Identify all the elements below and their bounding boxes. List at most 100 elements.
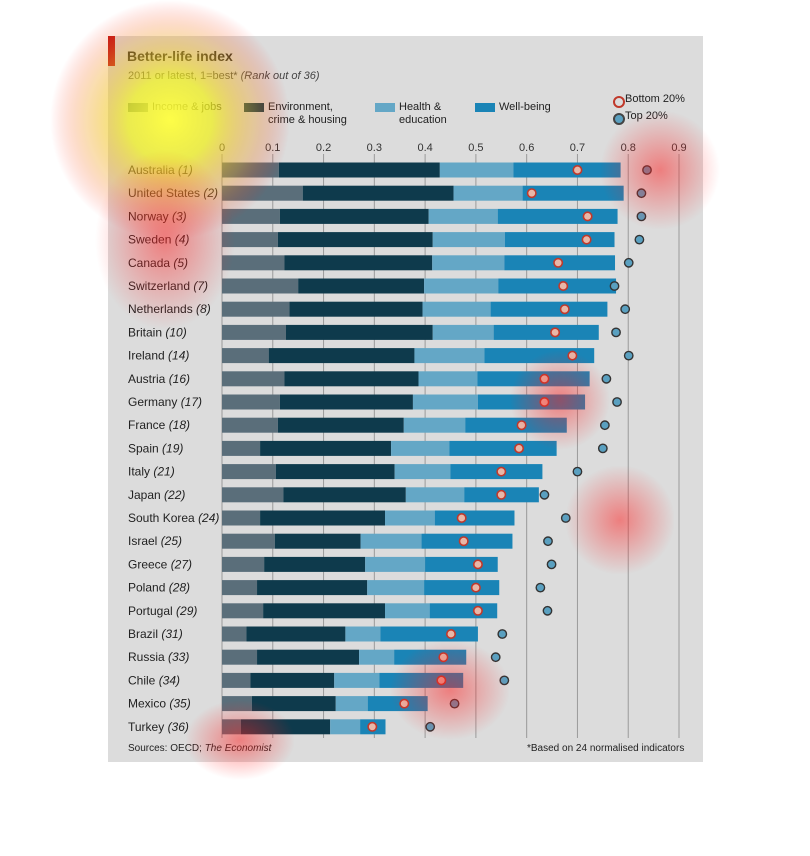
- bar-health-education: [422, 301, 491, 317]
- marker-top-20: [636, 188, 647, 199]
- bar-environment: [257, 580, 368, 596]
- bar-well-being: [394, 649, 467, 665]
- marker-bottom-20: [581, 234, 592, 245]
- x-tick-label: 0.5: [468, 142, 483, 154]
- bar-well-being: [477, 394, 586, 410]
- country-rank: (5): [173, 256, 188, 270]
- bar-environment: [250, 672, 335, 688]
- bar-income-jobs: [222, 510, 261, 526]
- country-label: Japan (22): [128, 488, 185, 502]
- country-label: Norway (3): [128, 209, 187, 223]
- bar-environment: [279, 394, 413, 410]
- marker-bottom-20: [526, 188, 537, 199]
- bar-environment: [263, 603, 385, 619]
- bar-environment: [278, 162, 440, 178]
- bar-income-jobs: [222, 603, 264, 619]
- bar-income-jobs: [222, 371, 285, 387]
- bar-health-education: [428, 208, 498, 224]
- country-name: Israel: [128, 534, 161, 548]
- country-label: Germany (17): [128, 395, 202, 409]
- bar-income-jobs: [222, 696, 252, 712]
- country-label: Brazil (31): [128, 627, 183, 641]
- marker-bottom-20: [539, 373, 550, 384]
- country-rank: (2): [203, 186, 218, 200]
- bar-health-education: [432, 324, 494, 340]
- country-label: Italy (21): [128, 465, 175, 479]
- bar-health-education: [391, 440, 450, 456]
- bar-environment: [264, 556, 366, 572]
- country-label: Netherlands (8): [128, 302, 211, 316]
- legend-marker-bottom-icon: [613, 96, 625, 108]
- marker-top-20: [542, 605, 553, 616]
- bar-income-jobs: [222, 185, 303, 201]
- marker-bottom-20: [496, 489, 507, 500]
- bar-income-jobs: [222, 417, 278, 433]
- country-name: Austria: [128, 372, 169, 386]
- bar-well-being: [490, 301, 608, 317]
- country-name: Switzerland: [128, 279, 193, 293]
- bar-well-being: [379, 672, 464, 688]
- bar-well-being: [449, 440, 557, 456]
- country-rank: (14): [168, 349, 189, 363]
- country-name: Greece: [128, 557, 171, 571]
- country-rank: (28): [169, 581, 190, 595]
- bar-environment: [284, 255, 433, 271]
- country-label: South Korea (24): [128, 511, 219, 525]
- legend-swatch-health-education: [375, 103, 395, 112]
- marker-bottom-20: [446, 628, 457, 639]
- country-rank: (16): [169, 372, 190, 386]
- bar-environment: [240, 719, 331, 735]
- marker-top-20: [634, 234, 645, 245]
- marker-bottom-20: [559, 304, 570, 315]
- marker-bottom-20: [572, 165, 583, 176]
- bar-well-being: [380, 626, 478, 642]
- bar-environment: [260, 510, 385, 526]
- legend-label-line: Health &: [399, 101, 442, 113]
- marker-bottom-20: [516, 420, 527, 431]
- x-tick-label: 0.1: [265, 142, 280, 154]
- marker-bottom-20: [553, 257, 564, 268]
- bar-environment: [279, 208, 429, 224]
- x-tick-label: 0.2: [316, 142, 331, 154]
- marker-bottom-20: [582, 211, 593, 222]
- bar-income-jobs: [222, 719, 241, 735]
- bar-health-education: [405, 487, 465, 503]
- marker-top-20: [597, 443, 608, 454]
- country-label: Canada (5): [128, 256, 188, 270]
- country-name: Turkey: [128, 720, 168, 734]
- country-name: Ireland: [128, 349, 168, 363]
- bar-health-education: [345, 626, 381, 642]
- bar-health-education: [418, 371, 478, 387]
- country-name: Poland: [128, 581, 169, 595]
- marker-bottom-20: [367, 721, 378, 732]
- bar-well-being: [465, 417, 567, 433]
- bar-well-being: [513, 162, 621, 178]
- sources-italic: The Economist: [204, 743, 272, 754]
- country-rank: (24): [198, 511, 219, 525]
- country-name: Britain: [128, 325, 165, 339]
- legend-label-line: Well-being: [499, 101, 551, 113]
- country-label: France (18): [128, 418, 190, 432]
- country-rank: (21): [153, 465, 174, 479]
- bar-environment: [277, 417, 404, 433]
- marker-bottom-20: [472, 559, 483, 570]
- bar-health-education: [335, 696, 368, 712]
- bar-income-jobs: [222, 324, 286, 340]
- bar-health-education: [453, 185, 523, 201]
- marker-top-20: [572, 466, 583, 477]
- bar-health-education: [403, 417, 466, 433]
- bar-health-education: [424, 278, 499, 294]
- marker-bottom-20: [496, 466, 507, 477]
- marker-top-20: [623, 350, 634, 361]
- bar-environment: [298, 278, 425, 294]
- bar-income-jobs: [222, 255, 285, 271]
- country-name: Norway: [128, 209, 172, 223]
- legend-label-health-education: Health & education: [399, 101, 447, 127]
- bar-health-education: [384, 603, 430, 619]
- bar-income-jobs: [222, 394, 280, 410]
- marker-bottom-20: [456, 512, 467, 523]
- marker-bottom-20: [514, 443, 525, 454]
- bar-well-being: [497, 208, 618, 224]
- bar-income-jobs: [222, 626, 247, 642]
- country-name: Mexico: [128, 697, 169, 711]
